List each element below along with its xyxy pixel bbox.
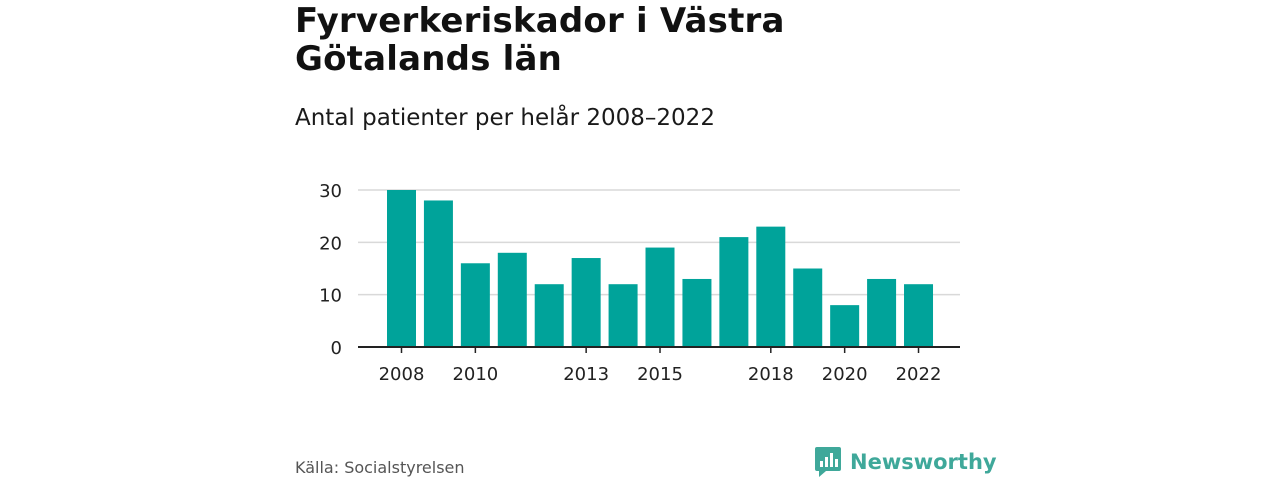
x-tick-label: 2015 [637,364,683,385]
x-tick-label: 2022 [896,364,942,385]
newsworthy-logo: Newsworthy [814,446,997,478]
x-tick-label: 2013 [563,364,609,385]
bar-2022 [904,284,934,347]
source-note: Källa: Socialstyrelsen [295,458,465,477]
bar-2013 [571,258,601,347]
y-tick-label: 30 [319,181,342,202]
newsworthy-logo-icon [815,447,841,477]
bar-2018 [756,226,786,347]
x-tick-label: 2020 [822,364,868,385]
bar-2008 [387,190,416,347]
bar-2011 [497,252,527,347]
y-tick-label: 0 [331,338,342,359]
chart-subtitle: Antal patienter per helår 2008–2022 [295,105,715,131]
bar-2016 [682,278,712,347]
y-tick-label: 20 [319,233,342,254]
bar-2015 [645,247,675,347]
bar-2010 [460,263,490,347]
x-tick-label: 2008 [379,364,425,385]
chart-title: Fyrverkeriskador i Västra Götalands län [295,1,785,79]
x-tick-label: 2010 [452,364,498,385]
brand-name: Newsworthy [850,450,997,474]
bar-2012 [534,284,564,347]
bar-2009 [423,200,453,347]
bar-2017 [719,237,749,347]
x-tick-label: 2018 [748,364,794,385]
bar-2019 [793,268,823,347]
y-tick-label: 10 [319,286,342,307]
bar-2020 [830,305,860,347]
bar-2021 [867,278,897,347]
bar-2014 [608,284,638,347]
